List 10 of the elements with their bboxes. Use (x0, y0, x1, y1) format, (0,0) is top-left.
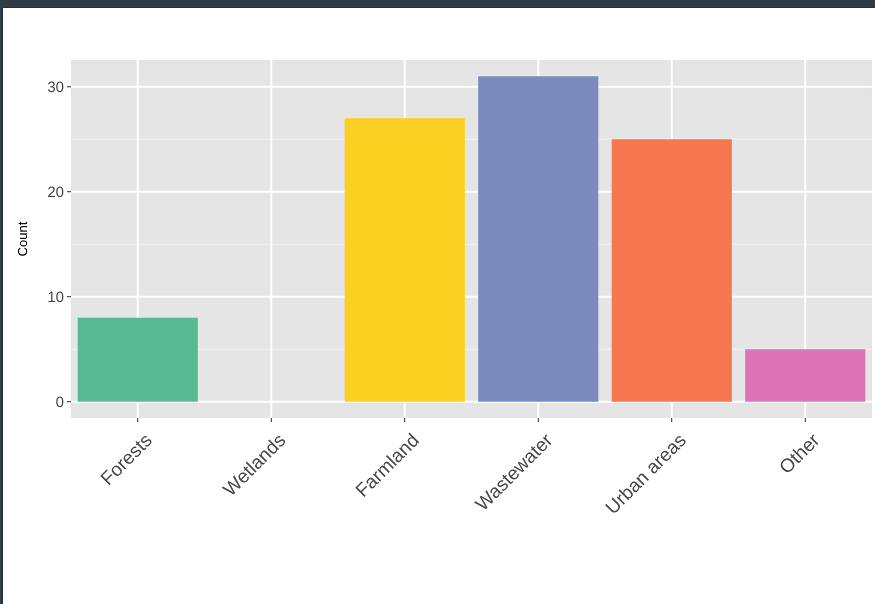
bar (78, 318, 198, 402)
bar (745, 349, 866, 402)
y-tick-label: 0 (56, 394, 64, 411)
y-axis-title: Count (15, 221, 30, 256)
y-tick-label: 10 (47, 288, 64, 306)
y-tick-label: 20 (47, 184, 64, 202)
bar (612, 139, 732, 402)
bar (478, 76, 598, 402)
y-tick-label: 30 (47, 79, 64, 96)
bar (344, 118, 465, 402)
